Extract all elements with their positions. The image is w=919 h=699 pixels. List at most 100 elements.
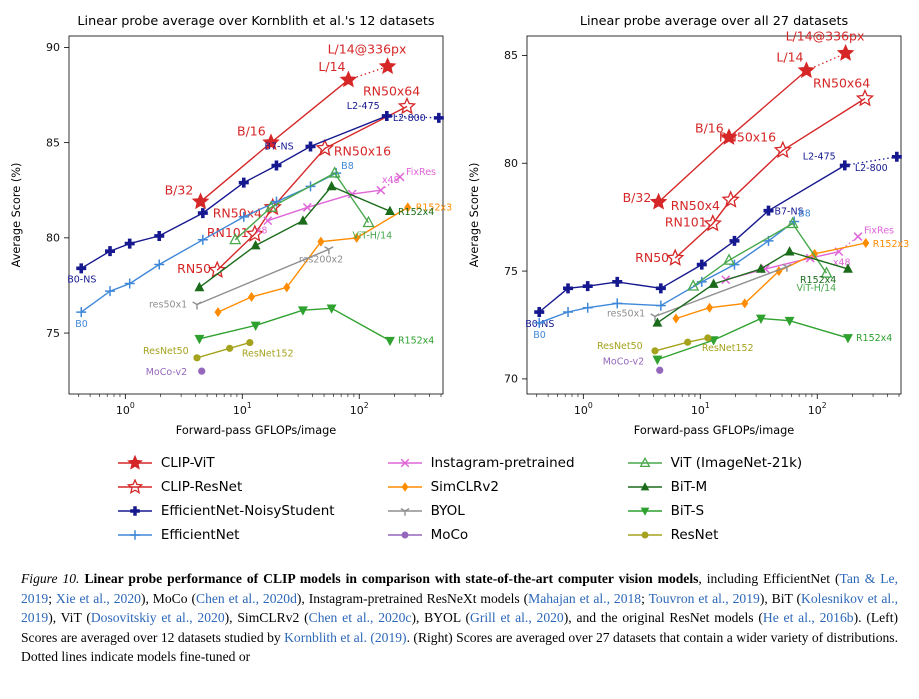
caption-text: ), MoCo (: [140, 590, 196, 606]
svg-text:Forward-pass GFLOPs/image: Forward-pass GFLOPs/image: [633, 424, 794, 437]
citation-link[interactable]: Chen et al., 2020d: [196, 590, 297, 606]
svg-text:L2-475: L2-475: [346, 101, 379, 112]
svg-text:B/16: B/16: [695, 120, 724, 135]
citation-link[interactable]: Mahajan et al., 2018: [528, 590, 642, 606]
legend-label: BYOL: [430, 502, 465, 519]
caption-text: . (Right) Scores are averaged over 27 da…: [21, 629, 898, 665]
legend-label: SimCLRv2: [430, 478, 499, 495]
caption-text: , including EfficientNet (: [698, 571, 840, 586]
citation-link[interactable]: Touvron et al., 2019: [648, 590, 760, 606]
citation-link[interactable]: Chen et al., 2020c: [308, 610, 412, 626]
svg-text:100: 100: [115, 401, 134, 417]
svg-text:75: 75: [46, 327, 60, 340]
svg-text:102: 102: [807, 401, 826, 417]
legend-item-instagram-pretrained: Instagram-pretrained: [387, 452, 575, 473]
citation-link[interactable]: Kolesnikov et al., 2019: [21, 590, 899, 626]
citation-link[interactable]: Xie et al., 2020: [55, 590, 141, 606]
svg-text:x48: x48: [832, 258, 850, 269]
svg-text:RN50x64: RN50x64: [362, 83, 419, 98]
legend-label: ViT (ImageNet-21k): [670, 454, 803, 471]
legend-label: EfficientNet-NoisyStudent: [160, 502, 335, 519]
legend-label: EfficientNet: [160, 526, 240, 543]
svg-text:RN50x4: RN50x4: [212, 205, 261, 220]
circle-marker-icon: [387, 531, 422, 538]
svg-text:R152x4: R152x4: [799, 275, 835, 286]
legend-item-efficientnet-noisystudent: EfficientNet-NoisyStudent: [117, 500, 335, 521]
legend-label: ResNet: [670, 526, 719, 543]
svg-text:Linear probe average over all: Linear probe average over all 27 dataset…: [579, 14, 848, 29]
tri-open-marker-icon: [627, 456, 662, 467]
tri-down-marker-icon: [627, 507, 662, 516]
caption-text: ), SimCLRv2 (: [224, 610, 309, 626]
caption-text: ;: [48, 590, 56, 606]
svg-text:Forward-pass GFLOPs/image: Forward-pass GFLOPs/image: [175, 424, 336, 437]
citation-link[interactable]: Dosovitskiy et al., 2020: [90, 610, 225, 626]
svg-text:102: 102: [349, 401, 368, 417]
svg-text:res200x2: res200x2: [298, 254, 342, 265]
svg-text:B0: B0: [533, 330, 546, 341]
svg-text:L/14@336px: L/14@336px: [785, 28, 864, 43]
citation-link[interactable]: Grill et al., 2020: [470, 610, 564, 626]
svg-text:R152x4: R152x4: [397, 207, 433, 218]
plus-open-marker-icon: [117, 529, 152, 540]
caption-text: ), ViT (: [48, 610, 91, 626]
legend-item-efficientnet: EfficientNet: [117, 524, 335, 545]
svg-text:B0-NS: B0-NS: [67, 274, 96, 285]
svg-text:R152x3: R152x3: [872, 239, 908, 250]
svg-text:R152x3: R152x3: [415, 202, 451, 213]
star-marker-icon: [117, 454, 152, 470]
svg-text:B7-NS: B7-NS: [774, 207, 803, 218]
svg-text:101: 101: [232, 401, 251, 417]
caption-text: ;: [641, 590, 649, 606]
charts-row: Linear probe average over Kornblith et a…: [10, 14, 909, 437]
legend-item-simclrv2: SimCLRv2: [387, 476, 575, 497]
svg-text:res50x1: res50x1: [606, 308, 644, 319]
svg-text:100: 100: [573, 401, 592, 417]
legend-item-vit-imagenet-21k: ViT (ImageNet-21k): [627, 452, 803, 473]
legend-label: MoCo: [430, 526, 469, 543]
svg-text:B8: B8: [798, 208, 811, 219]
caption-text: ), Instagram-pretrained ResNeXt models (: [296, 590, 529, 606]
svg-text:70: 70: [504, 373, 518, 386]
svg-text:80: 80: [504, 157, 518, 170]
svg-text:B/32: B/32: [622, 190, 651, 205]
legend-column-1: CLIP-ViT CLIP-ResNet EfficientNet-NoisyStu…: [117, 452, 335, 545]
legend: CLIP-ViT CLIP-ResNet EfficientNet-NoisyStu…: [0, 452, 919, 545]
svg-text:ViT-H/14: ViT-H/14: [796, 283, 836, 294]
svg-text:B8: B8: [341, 161, 354, 172]
legend-item-bit-m: BiT-M: [627, 476, 803, 497]
svg-text:B0: B0: [75, 319, 88, 330]
svg-text:B/32: B/32: [164, 183, 193, 198]
citation-link[interactable]: Kornblith et al. (2019): [284, 629, 407, 645]
svg-text:RN50: RN50: [635, 250, 669, 265]
caption-text: ). (Left) Scores are averaged over 12 da…: [21, 610, 899, 645]
svg-text:ResNet152: ResNet152: [701, 343, 753, 354]
svg-text:85: 85: [46, 136, 60, 149]
star-open-marker-icon: [117, 478, 152, 494]
svg-text:L2-475: L2-475: [802, 151, 835, 162]
svg-text:Average Score (%): Average Score (%): [10, 163, 23, 268]
caption-text: Figure 10.: [21, 571, 85, 586]
svg-text:80: 80: [46, 232, 60, 245]
svg-text:ResNet50: ResNet50: [596, 341, 642, 352]
svg-text:RN50x16: RN50x16: [333, 143, 390, 158]
citation-link[interactable]: Tan & Le, 2019: [21, 571, 898, 606]
legend-label: CLIP-ViT: [160, 454, 215, 471]
legend-column-3: ViT (ImageNet-21k) BiT-M BiT-S ResNet: [627, 452, 803, 545]
left-chart: Linear probe average over Kornblith et a…: [10, 14, 452, 437]
svg-text:L/14: L/14: [776, 50, 803, 65]
svg-text:ViT-H/14: ViT-H/14: [352, 231, 392, 242]
legend-item-byol: BYOL: [387, 500, 575, 521]
svg-text:90: 90: [46, 41, 60, 54]
svg-text:x48: x48: [381, 175, 399, 186]
svg-text:Linear probe average over Korn: Linear probe average over Kornblith et a…: [77, 14, 434, 29]
svg-text:RN50x16: RN50x16: [718, 129, 775, 144]
legend-item-moco: MoCo: [387, 524, 575, 545]
citation-link[interactable]: He et al., 2016b: [762, 610, 854, 626]
svg-text:RN50: RN50: [177, 261, 211, 276]
legend-label: CLIP-ResNet: [160, 478, 243, 495]
svg-text:B7-NS: B7-NS: [264, 141, 293, 152]
svg-text:L2-800: L2-800: [854, 163, 887, 174]
svg-text:RN101: RN101: [664, 215, 706, 230]
